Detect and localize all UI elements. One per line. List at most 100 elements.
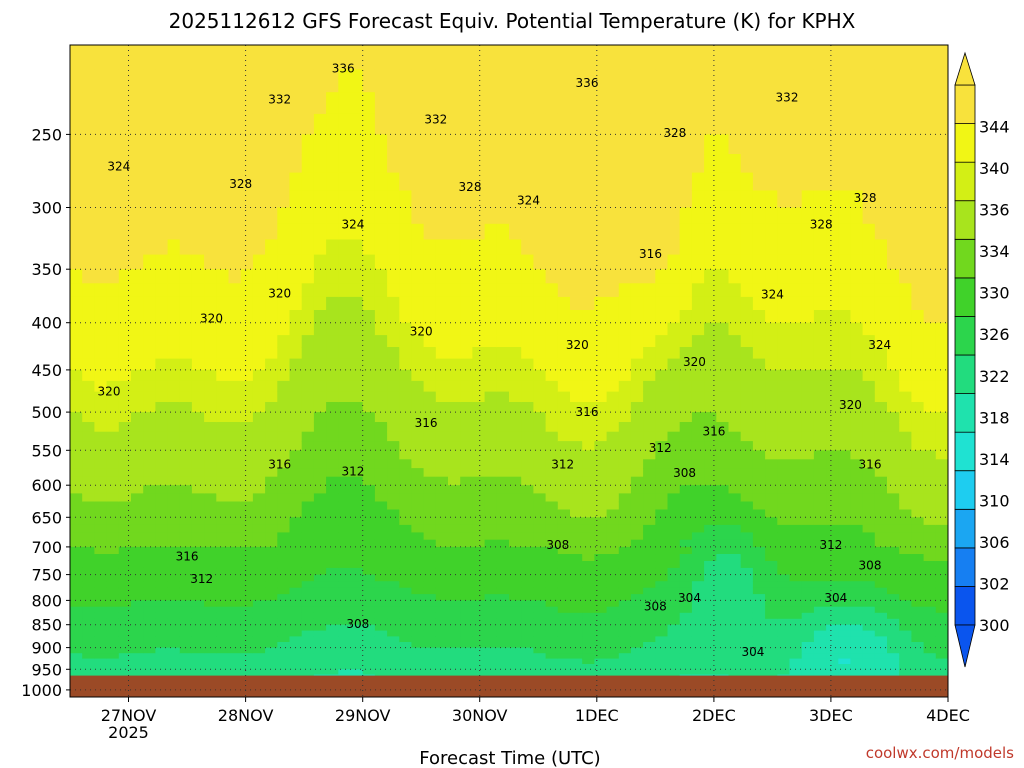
field-cell <box>557 612 571 620</box>
field-cell <box>179 283 193 298</box>
field-cell <box>387 391 400 403</box>
field-cell <box>813 468 827 478</box>
field-cell <box>326 358 339 371</box>
field-cell <box>179 347 193 360</box>
field-cell <box>484 600 498 608</box>
field-cell <box>752 517 766 526</box>
field-cell <box>326 459 339 469</box>
field-cell <box>252 459 266 469</box>
field-cell <box>874 647 888 654</box>
colorbar-label: 322 <box>979 367 1010 386</box>
field-cell <box>289 647 303 654</box>
field-cell <box>655 441 669 451</box>
field-cell <box>435 347 449 360</box>
field-cell <box>582 69 595 93</box>
field-cell <box>874 485 888 495</box>
field-cell <box>789 113 803 136</box>
field-cell <box>131 468 144 478</box>
field-cell <box>362 223 376 241</box>
field-cell <box>155 606 169 614</box>
field-cell <box>204 636 217 643</box>
field-cell <box>826 664 839 670</box>
field-cell <box>533 539 547 548</box>
field-cell <box>496 618 510 626</box>
field-cell <box>850 642 864 649</box>
field-cell <box>826 223 839 241</box>
field-cell <box>789 369 803 382</box>
field-cell <box>82 154 95 174</box>
field-cell <box>533 658 547 665</box>
field-cell <box>521 561 534 569</box>
field-cell <box>252 310 266 324</box>
field-cell <box>728 134 742 155</box>
field-cell <box>326 517 339 526</box>
field-cell <box>155 422 169 433</box>
field-cell <box>70 501 83 510</box>
field-cell <box>752 624 766 632</box>
field-cell <box>826 347 839 360</box>
field-cell <box>240 546 254 555</box>
field-cell <box>155 532 169 541</box>
field-cell <box>399 630 413 637</box>
field-cell <box>167 391 181 403</box>
field-cell <box>106 391 120 403</box>
field-cell <box>630 347 644 360</box>
contour-label: 316 <box>268 458 291 472</box>
field-cell <box>191 113 205 136</box>
field-cell <box>606 612 620 620</box>
field-cell <box>313 517 327 526</box>
field-cell <box>131 422 144 433</box>
field-cell <box>899 501 912 510</box>
field-cell <box>313 554 327 562</box>
field-cell <box>228 600 242 608</box>
field-cell <box>826 594 839 601</box>
field-cell <box>789 254 803 270</box>
field-cell <box>301 636 315 643</box>
field-cell <box>265 630 278 637</box>
field-cell <box>387 207 400 225</box>
field-cell <box>801 239 815 256</box>
field-cell <box>484 45 498 70</box>
field-cell <box>240 190 254 209</box>
field-cell <box>118 524 132 533</box>
field-cell <box>191 587 205 595</box>
field-cell <box>216 347 230 360</box>
field-cell <box>435 669 449 676</box>
field-cell <box>606 600 620 608</box>
field-cell <box>472 402 486 413</box>
field-cell <box>521 450 534 460</box>
field-cell <box>167 532 181 541</box>
field-cell <box>82 517 95 526</box>
field-cell <box>94 69 108 93</box>
field-cell <box>509 539 522 548</box>
field-cell <box>838 664 852 670</box>
field-cell <box>240 532 254 541</box>
field-cell <box>801 517 815 526</box>
field-cell <box>826 69 839 93</box>
field-cell <box>362 335 376 348</box>
field-cell <box>191 422 205 433</box>
field-cell <box>557 296 571 311</box>
field-cell <box>240 600 254 608</box>
field-cell <box>728 441 742 451</box>
field-cell <box>240 223 254 241</box>
field-cell <box>887 567 900 576</box>
field-cell <box>191 658 205 665</box>
contour-label: 312 <box>190 572 213 586</box>
field-cell <box>484 441 498 451</box>
field-cell <box>362 468 376 478</box>
field-cell <box>679 612 693 620</box>
field-cell <box>252 358 266 371</box>
field-cell <box>911 574 925 582</box>
field-cell <box>94 296 108 311</box>
field-cell <box>655 600 669 608</box>
field-cell <box>70 422 83 433</box>
field-cell <box>82 441 95 451</box>
field-cell <box>387 69 400 93</box>
field-cell <box>801 296 815 311</box>
field-cell <box>594 431 608 442</box>
field-cell <box>301 554 315 562</box>
field-cell <box>850 600 864 608</box>
field-cell <box>765 380 778 393</box>
field-cell <box>191 431 205 442</box>
